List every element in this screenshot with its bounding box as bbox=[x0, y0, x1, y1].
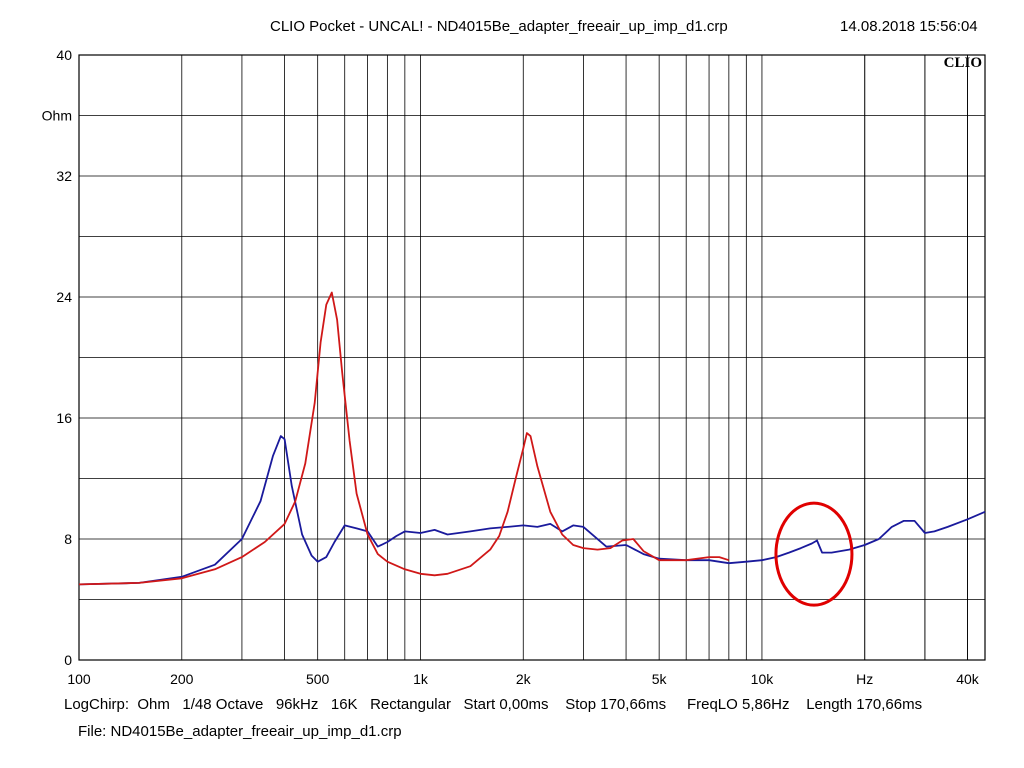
sample-rate-label: 96kHz bbox=[275, 696, 319, 713]
y-tick-label: 40 bbox=[56, 47, 72, 63]
stop-label: Stop 170,66ms bbox=[565, 696, 667, 713]
resolution-label: 1/48 Octave bbox=[182, 696, 264, 713]
mode-label: LogChirp: bbox=[64, 696, 130, 713]
x-tick-label: 1k bbox=[413, 671, 429, 687]
x-tick-label: 40k bbox=[956, 671, 980, 687]
length-label: Length 170,66ms bbox=[806, 696, 923, 713]
highlight-ellipse bbox=[774, 501, 854, 607]
y-tick-label: 0 bbox=[64, 652, 72, 668]
series-line-1 bbox=[78, 435, 986, 586]
freqlo-label: FreqLO 5,86Hz bbox=[686, 696, 790, 713]
plot-frame bbox=[78, 54, 986, 661]
clio-logo: CLIO bbox=[944, 55, 982, 71]
annotation-layer bbox=[774, 501, 854, 607]
y-tick-label: 16 bbox=[56, 410, 72, 426]
window-label: Rectangular bbox=[370, 696, 451, 713]
timestamp: 14.08.2018 15:56:04 bbox=[840, 18, 978, 35]
unit-label: Ohm bbox=[137, 696, 170, 713]
series-layer bbox=[78, 291, 986, 586]
y-axis-label: Ohm bbox=[42, 108, 72, 124]
grid-lines bbox=[79, 55, 985, 660]
x-tick-label: 5k bbox=[652, 671, 668, 687]
x-tick-label: 200 bbox=[170, 671, 194, 687]
measurement-settings: LogChirp: Ohm 1/48 Octave 96kHz 16K Rect… bbox=[64, 696, 922, 713]
file-name: File: ND4015Be_adapter_freeair_up_imp_d1… bbox=[78, 723, 402, 740]
size-label: 16K bbox=[330, 696, 358, 713]
y-tick-label: 24 bbox=[56, 289, 72, 305]
x-tick-label: 500 bbox=[306, 671, 330, 687]
series-line-2 bbox=[78, 291, 730, 586]
axis-labels: 0 8 16 24 32 40 Ohm 100 200 500 1k 2k 5k 10k 40k Hz bbox=[42, 47, 980, 687]
x-tick-label: 100 bbox=[67, 671, 91, 687]
y-tick-label: 32 bbox=[56, 168, 72, 184]
x-unit-label: Hz bbox=[856, 671, 873, 687]
x-tick-label: 2k bbox=[516, 671, 532, 687]
chart-title: CLIO Pocket - UNCAL! - ND4015Be_adapter_… bbox=[270, 18, 728, 35]
y-tick-label: 8 bbox=[64, 531, 72, 547]
x-tick-label: 10k bbox=[751, 671, 775, 687]
start-label: Start 0,00ms bbox=[463, 696, 549, 713]
